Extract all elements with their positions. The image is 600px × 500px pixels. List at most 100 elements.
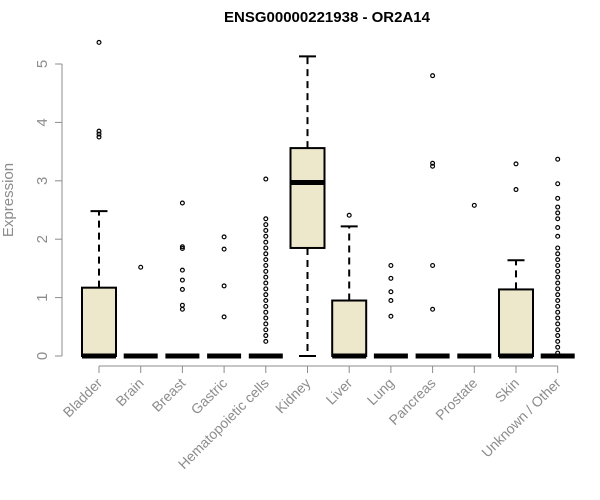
outlier-point (430, 73, 436, 79)
outlier-point (179, 277, 185, 283)
outlier-point (263, 280, 269, 286)
outlier-point (96, 131, 102, 137)
outlier-point (263, 257, 269, 263)
box-rect (81, 286, 117, 357)
outlier-point (346, 212, 352, 218)
outlier-point (513, 161, 519, 167)
outlier-point (263, 298, 269, 304)
y-axis-label: Expression (0, 163, 17, 237)
outlier-point (555, 338, 561, 344)
outlier-point (263, 333, 269, 339)
x-tick-label: Liver (323, 375, 356, 408)
outlier-point (138, 264, 144, 270)
outlier-point (388, 289, 394, 295)
y-tick-label: 4 (34, 118, 51, 126)
outlier-point (263, 309, 269, 315)
outlier-point (555, 286, 561, 292)
box-group (498, 161, 534, 359)
outlier-point (179, 286, 185, 292)
outlier-point (96, 39, 102, 45)
box-group (81, 39, 117, 359)
outlier-point (263, 233, 269, 239)
outlier-point (555, 262, 561, 268)
outlier-point (179, 200, 185, 206)
outlier-point (555, 274, 561, 280)
outlier-point (555, 204, 561, 210)
box-group (248, 176, 283, 359)
outlier-point (555, 181, 561, 187)
outlier-point (555, 268, 561, 274)
outlier-point (263, 321, 269, 327)
outlier-point (263, 239, 269, 245)
outlier-point (471, 202, 477, 208)
y-tick-label: 1 (34, 293, 51, 301)
outlier-point (430, 163, 436, 169)
outlier-point (555, 321, 561, 327)
y-tick-label: 0 (34, 352, 51, 360)
y-tick-label: 2 (34, 235, 51, 243)
box-rect (289, 147, 326, 249)
outlier-point (430, 262, 436, 268)
outlier-point (96, 128, 102, 134)
outlier-point (263, 315, 269, 321)
outlier-point (388, 275, 394, 281)
outlier-point (555, 327, 561, 333)
outlier-point (221, 246, 227, 252)
box-rect (331, 299, 368, 357)
outlier-point (263, 286, 269, 292)
outlier-point (263, 227, 269, 233)
box-rect (498, 288, 534, 358)
y-tick-label: 5 (34, 60, 51, 68)
outlier-point (555, 156, 561, 162)
outlier-point (263, 176, 269, 182)
box-group (207, 234, 242, 359)
outlier-point (221, 314, 227, 320)
outlier-point (555, 225, 561, 231)
x-tick-label: Breast (149, 375, 189, 415)
outlier-point (555, 333, 561, 339)
box-group (540, 156, 575, 359)
y-tick-label: 3 (34, 177, 51, 185)
outlier-point (388, 262, 394, 268)
outlier-point (555, 233, 561, 239)
box-group (289, 55, 326, 357)
x-tick-label: Bladder (60, 375, 106, 421)
outlier-point (263, 338, 269, 344)
outlier-point (263, 274, 269, 280)
outlier-point (179, 306, 185, 312)
outlier-point (179, 246, 185, 252)
outlier-point (221, 234, 227, 240)
outlier-point (263, 303, 269, 309)
outlier-point (263, 268, 269, 274)
outlier-point (555, 303, 561, 309)
outlier-point (555, 195, 561, 201)
outlier-point (555, 257, 561, 263)
x-tick-label: Unknown / Other (478, 375, 564, 461)
outlier-point (388, 298, 394, 304)
outlier-point (555, 210, 561, 216)
outlier-point (179, 302, 185, 308)
outlier-point (263, 251, 269, 257)
outlier-point (555, 280, 561, 286)
outlier-point (263, 245, 269, 251)
box-group (331, 212, 368, 359)
outlier-point (555, 309, 561, 315)
box-group (123, 264, 158, 359)
outlier-point (555, 292, 561, 298)
outlier-point (263, 262, 269, 268)
y-axis: 0 1 2 3 4 5 (34, 60, 63, 360)
outlier-point (430, 160, 436, 166)
box-group (165, 200, 200, 359)
outlier-point (555, 315, 561, 321)
box-group (373, 262, 408, 359)
x-tick-label: Brain (112, 375, 146, 409)
outlier-point (555, 216, 561, 222)
outlier-point (555, 350, 561, 356)
outlier-point (263, 216, 269, 222)
outlier-point (179, 267, 185, 273)
outlier-point (555, 245, 561, 251)
outlier-point (96, 134, 102, 140)
x-tick-label: Lung (364, 375, 397, 408)
outlier-point (263, 292, 269, 298)
